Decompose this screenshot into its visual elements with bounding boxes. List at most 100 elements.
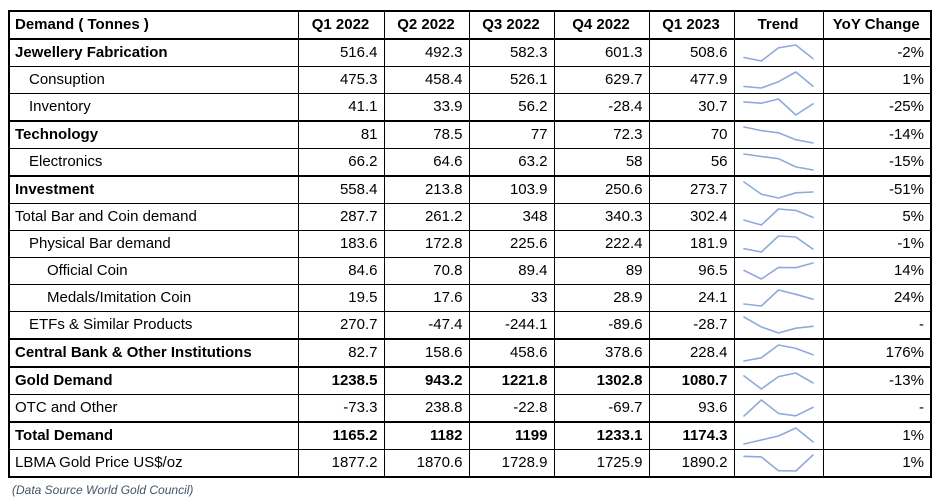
trend-sparkline-cell: [733, 366, 824, 395]
value-cell: 492.3: [383, 38, 470, 67]
value-cell: 93.6: [648, 394, 735, 423]
sparkline-chart: [743, 44, 814, 62]
table-row: LBMA Gold Price US$/oz 1877.2 1870.6 1728.9…: [8, 449, 932, 478]
data-source-note: (Data Source World Gold Council): [12, 483, 194, 497]
sparkline-chart: [743, 316, 814, 334]
value-cell: 261.2: [383, 203, 470, 231]
header-q2-2022: Q2 2022: [383, 10, 470, 40]
value-cell: -73.3: [297, 394, 385, 423]
table-row: Total Demand 1165.2 1182 1199 1233.1 1174.3 1%: [8, 421, 932, 450]
value-cell: 103.9: [468, 175, 555, 204]
table-row: Medals/Imitation Coin 19.5 17.6 33 28.9 24.1 2…: [8, 284, 932, 312]
header-q3-2022: Q3 2022: [468, 10, 555, 40]
value-cell: 28.9: [553, 284, 650, 312]
yoy-change-cell: 1%: [822, 421, 932, 450]
yoy-change-cell: -14%: [822, 120, 932, 149]
header-q4-2022: Q4 2022: [553, 10, 650, 40]
value-cell: -22.8: [468, 394, 555, 423]
table-row: ETFs & Similar Products 270.7 -47.4 -244.1-…: [8, 311, 932, 340]
value-cell: 181.9: [648, 230, 735, 258]
row-label: Medals/Imitation Coin: [8, 284, 299, 312]
value-cell: 70: [648, 120, 735, 149]
value-cell: 41.1: [297, 93, 385, 122]
sparkline-chart: [743, 126, 814, 144]
value-cell: 17.6: [383, 284, 470, 312]
header-trend: Trend: [733, 10, 824, 40]
value-cell: 30.7: [648, 93, 735, 122]
value-cell: -28.7: [648, 311, 735, 340]
value-cell: 84.6: [297, 257, 385, 285]
value-cell: 250.6: [553, 175, 650, 204]
table-row: Gold Demand 1238.5 943.2 1221.8 1302.8 1080.7…: [8, 366, 932, 395]
header-yoy-change: YoY Change: [822, 10, 932, 40]
value-cell: 582.3: [468, 38, 555, 67]
value-cell: 348: [468, 203, 555, 231]
value-cell: 601.3: [553, 38, 650, 67]
value-cell: 1302.8: [553, 366, 650, 395]
table-row: Consuption 475.3 458.4 526.1 629.7 477.9 1%: [8, 66, 932, 94]
trend-sparkline-cell: [733, 394, 824, 423]
value-cell: 63.2: [468, 148, 555, 177]
value-cell: 943.2: [383, 366, 470, 395]
value-cell: 172.8: [383, 230, 470, 258]
value-cell: 1725.9: [553, 449, 650, 478]
table-header: Demand ( Tonnes ) Q1 2022 Q2 2022 Q3 202…: [8, 10, 932, 40]
value-cell: 82.7: [297, 338, 385, 368]
value-cell: 1238.5: [297, 366, 385, 395]
value-cell: -47.4: [383, 311, 470, 340]
value-cell: 1221.8: [468, 366, 555, 395]
value-cell: 1728.9: [468, 449, 555, 478]
value-cell: 238.8: [383, 394, 470, 423]
yoy-change-cell: -: [822, 311, 932, 340]
sparkline-chart: [743, 153, 814, 171]
value-cell: 225.6: [468, 230, 555, 258]
value-cell: 33.9: [383, 93, 470, 122]
value-cell: 78.5: [383, 120, 470, 149]
row-label: Physical Bar demand: [8, 230, 299, 258]
trend-sparkline-cell: [733, 311, 824, 340]
value-cell: 516.4: [297, 38, 385, 67]
value-cell: 302.4: [648, 203, 735, 231]
table-row: Inventory 41.1 33.9 56.2 -28.4 30.7 -25%: [8, 93, 932, 122]
header-demand-tonnes: Demand ( Tonnes ): [8, 10, 299, 40]
row-label: Inventory: [8, 93, 299, 122]
value-cell: 1233.1: [553, 421, 650, 450]
table-row: Physical Bar demand 183.6 172.8 225.6 222.4 1…: [8, 230, 932, 258]
table-row: Jewellery Fabrication 516.4 492.3 582.3 601.…: [8, 38, 932, 67]
value-cell: 558.4: [297, 175, 385, 204]
value-cell: 81: [297, 120, 385, 149]
value-cell: 526.1: [468, 66, 555, 94]
yoy-change-cell: -51%: [822, 175, 932, 204]
trend-sparkline-cell: [733, 120, 824, 149]
value-cell: 1870.6: [383, 449, 470, 478]
value-cell: 33: [468, 284, 555, 312]
sparkline-chart: [743, 181, 814, 199]
yoy-change-cell: -2%: [822, 38, 932, 67]
value-cell: 66.2: [297, 148, 385, 177]
header-q1-2023: Q1 2023: [648, 10, 735, 40]
trend-sparkline-cell: [733, 93, 824, 122]
value-cell: 89: [553, 257, 650, 285]
value-cell: 77: [468, 120, 555, 149]
value-cell: 475.3: [297, 66, 385, 94]
value-cell: -28.4: [553, 93, 650, 122]
value-cell: 56.2: [468, 93, 555, 122]
sparkline-chart: [743, 71, 814, 89]
trend-sparkline-cell: [733, 38, 824, 67]
trend-sparkline-cell: [733, 338, 824, 368]
sparkline-chart: [743, 262, 814, 280]
value-cell: 24.1: [648, 284, 735, 312]
trend-sparkline-cell: [733, 148, 824, 177]
value-cell: 508.6: [648, 38, 735, 67]
value-cell: 1174.3: [648, 421, 735, 450]
trend-sparkline-cell: [733, 175, 824, 204]
value-cell: 213.8: [383, 175, 470, 204]
row-label: Official Coin: [8, 257, 299, 285]
table-row: Investment 558.4 213.8 103.9 250.6 273.7 -51%: [8, 175, 932, 204]
value-cell: 1165.2: [297, 421, 385, 450]
sparkline-chart: [743, 399, 814, 417]
table-row: Central Bank & Other Institutions 82.7 158…: [8, 338, 932, 368]
yoy-change-cell: 14%: [822, 257, 932, 285]
yoy-change-cell: -: [822, 394, 932, 423]
table-row: Technology 81 78.5 77 72.3 70 -14%: [8, 120, 932, 149]
